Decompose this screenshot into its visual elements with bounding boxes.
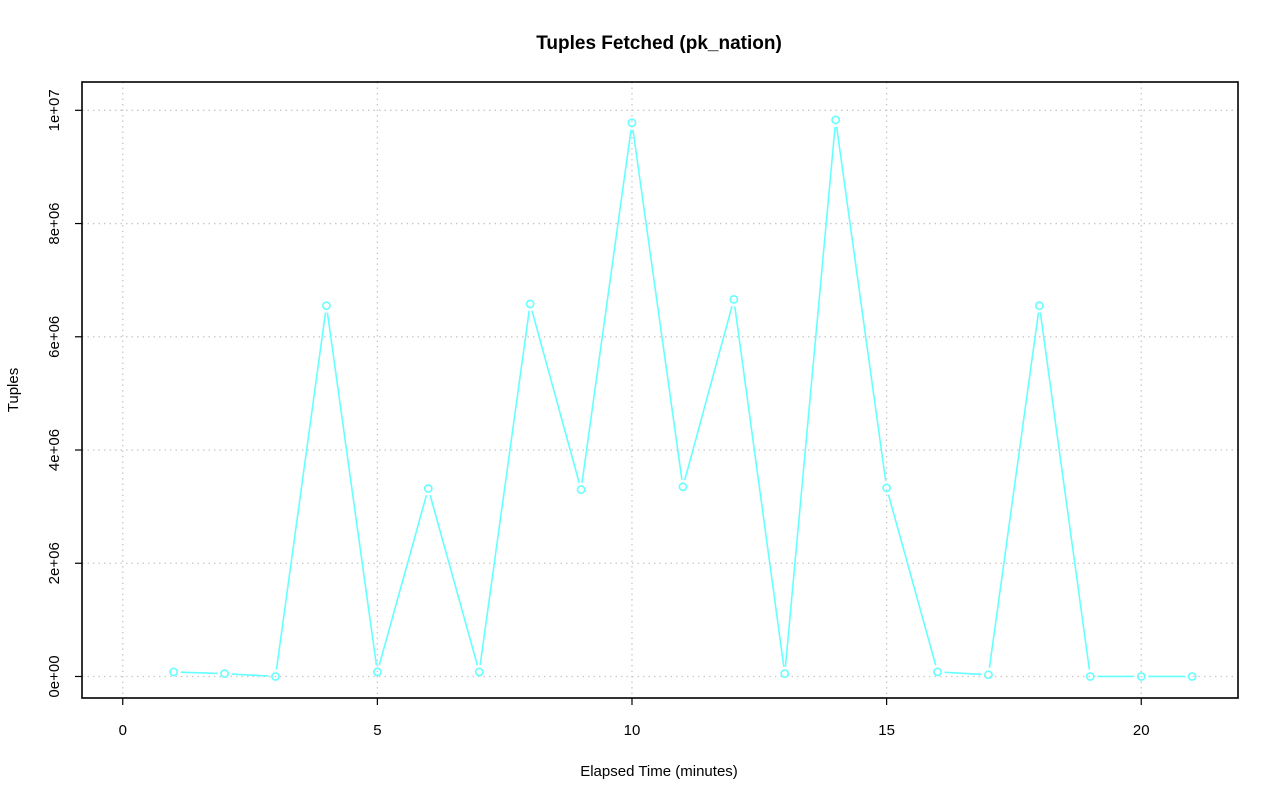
x-tick-label: 15 [878,722,895,739]
data-point [271,672,280,681]
data-point [1034,301,1044,311]
series-segment [275,312,327,670]
series-segment [581,129,632,483]
data-point [984,670,993,680]
series-segment [944,671,982,676]
series-segment [231,673,269,677]
grid-lines [82,82,1238,698]
chart-title: Tuples Fetched (pk_nation) [536,33,782,54]
series-layer [169,115,1197,681]
series-segment [180,671,218,675]
y-tick-label: 4e+06 [46,429,63,471]
series-segment [479,310,530,666]
x-tick-label: 5 [373,722,381,739]
series-segment [1039,312,1091,670]
series-segment [683,305,733,481]
series-segment [835,126,887,482]
series-line [169,115,1197,681]
series-segment [988,312,1040,668]
plot-frame [81,81,1239,699]
data-point [678,482,688,492]
series-segment [326,312,378,666]
data-point [220,669,229,679]
series-segment [784,126,836,667]
data-point [1085,672,1095,681]
y-tick-label: 8e+06 [46,202,63,244]
data-point [780,669,790,679]
series-segment [429,495,479,666]
data-point [933,667,942,677]
data-point [169,667,179,677]
data-point [322,301,331,311]
y-tick-label: 6e+06 [46,316,63,358]
series-segment [733,306,785,667]
series-segment [531,310,580,484]
series-segment [887,494,937,666]
series-segment [378,495,428,666]
y-tick-label: 0e+00 [46,655,63,697]
data-point [372,667,382,677]
x-tick-label: 0 [119,722,127,739]
y-tick-label: 1e+07 [46,89,63,131]
x-tick-label: 20 [1133,722,1150,739]
axes: 0 5 10 15 20 0e+00 2e+06 4e+06 6e+06 8e+06 1e+07 [46,89,1150,739]
y-tick-label: 2e+06 [46,542,63,584]
x-tick-label: 10 [624,722,641,739]
data-point [1187,672,1197,681]
data-point [525,299,535,309]
data-point [1136,672,1146,681]
series-segment [632,129,683,480]
data-point [423,484,433,493]
data-point [729,295,739,304]
data-point [576,485,586,495]
data-point [882,483,892,493]
data-point [831,115,841,125]
y-axis-label: Tuples [5,368,22,412]
x-axis-label: Elapsed Time (minutes) [580,763,738,780]
data-point [627,118,637,128]
data-point [474,667,484,677]
